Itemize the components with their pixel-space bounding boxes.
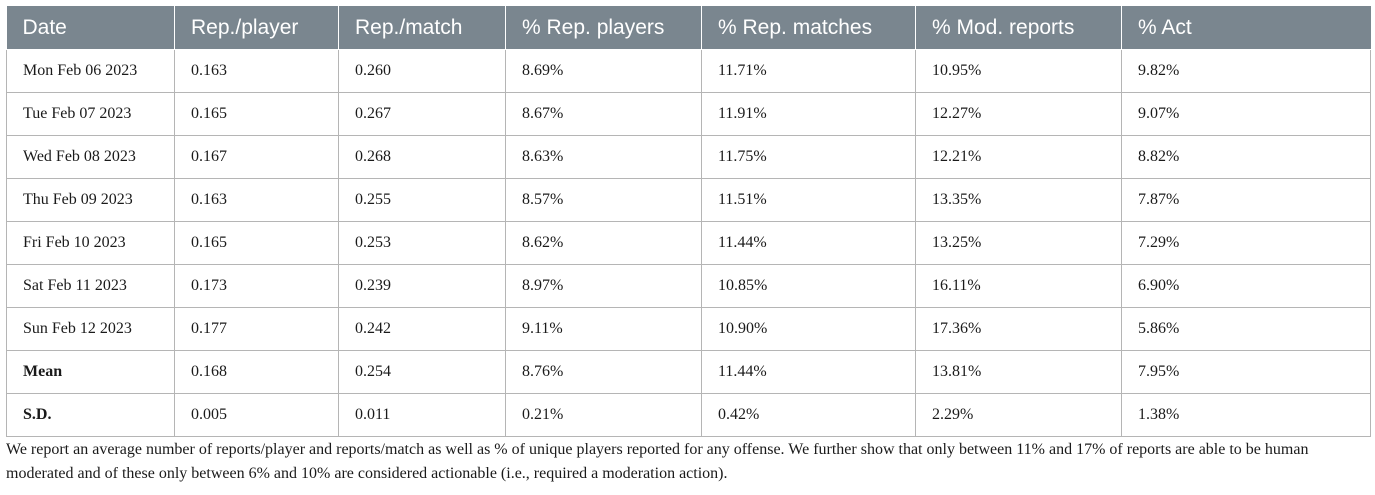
table-cell: 0.242	[338, 307, 506, 351]
row-label: Mean	[6, 350, 175, 394]
table-cell: 12.27%	[915, 92, 1122, 136]
table-cell: 8.57%	[505, 178, 702, 222]
table-cell: 11.75%	[701, 135, 916, 179]
table-cell: 0.254	[338, 350, 506, 394]
data-table: Date Rep./player Rep./match % Rep. playe…	[6, 6, 1371, 437]
row-label: Mon Feb 06 2023	[6, 49, 175, 93]
table-row: Mean 0.168 0.254 8.76% 11.44% 13.81% 7.95%	[6, 350, 1371, 394]
table-cell: 0.165	[174, 92, 339, 136]
table-cell: 7.87%	[1121, 178, 1371, 222]
table-cell: 8.67%	[505, 92, 702, 136]
table-cell: 9.82%	[1121, 49, 1371, 93]
table-cell: 11.71%	[701, 49, 916, 93]
table-cell: 0.253	[338, 221, 506, 265]
table-cell: 7.95%	[1121, 350, 1371, 394]
table-row: S.D. 0.005 0.011 0.21% 0.42% 2.29% 1.38%	[6, 393, 1371, 437]
table-header-row: Date Rep./player Rep./match % Rep. playe…	[6, 6, 1371, 50]
row-label: Thu Feb 09 2023	[6, 178, 175, 222]
table-cell: 11.91%	[701, 92, 916, 136]
table-cell: 16.11%	[915, 264, 1122, 308]
table-cell: 0.177	[174, 307, 339, 351]
table-cell: 0.011	[338, 393, 506, 437]
table-cell: 11.44%	[701, 221, 916, 265]
table-cell: 0.42%	[701, 393, 916, 437]
table-cell: 13.25%	[915, 221, 1122, 265]
table-cell: 8.97%	[505, 264, 702, 308]
table-cell: 11.51%	[701, 178, 916, 222]
row-label: S.D.	[6, 393, 175, 437]
table-cell: 0.173	[174, 264, 339, 308]
table-cell: 10.90%	[701, 307, 916, 351]
row-label: Tue Feb 07 2023	[6, 92, 175, 136]
table-row: Wed Feb 08 2023 0.167 0.268 8.63% 11.75% 12.2…	[6, 135, 1371, 179]
table-cell: 0.167	[174, 135, 339, 179]
table-cell: 1.38%	[1121, 393, 1371, 437]
table-cell: 17.36%	[915, 307, 1122, 351]
table-cell: 8.82%	[1121, 135, 1371, 179]
column-header-pct-rep-matches: % Rep. matches	[701, 6, 916, 50]
table-row: Fri Feb 10 2023 0.165 0.253 8.62% 11.44% 13.2…	[6, 221, 1371, 265]
table-cell: 12.21%	[915, 135, 1122, 179]
table-cell: 8.63%	[505, 135, 702, 179]
table-cell: 6.90%	[1121, 264, 1371, 308]
column-header-pct-mod-reports: % Mod. reports	[915, 6, 1122, 50]
table-cell: 9.11%	[505, 307, 702, 351]
table-cell: 0.267	[338, 92, 506, 136]
row-label: Fri Feb 10 2023	[6, 221, 175, 265]
table-cell: 0.255	[338, 178, 506, 222]
table-cell: 0.165	[174, 221, 339, 265]
table-cell: 8.76%	[505, 350, 702, 394]
table-cell: 0.168	[174, 350, 339, 394]
table-cell: 0.268	[338, 135, 506, 179]
table-cell: 8.62%	[505, 221, 702, 265]
table-row: Sat Feb 11 2023 0.173 0.239 8.97% 10.85% 16.1…	[6, 264, 1371, 308]
column-header-rep-per-match: Rep./match	[338, 6, 506, 50]
table-container: Date Rep./player Rep./match % Rep. playe…	[6, 6, 1371, 437]
table-cell: 0.260	[338, 49, 506, 93]
table-cell: 8.69%	[505, 49, 702, 93]
table-row: Mon Feb 06 2023 0.163 0.260 8.69% 11.71% 10.9…	[6, 49, 1371, 93]
table-cell: 13.81%	[915, 350, 1122, 394]
column-header-date: Date	[6, 6, 175, 50]
column-header-pct-act: % Act	[1121, 6, 1371, 50]
table-cell: 0.163	[174, 49, 339, 93]
table-cell: 7.29%	[1121, 221, 1371, 265]
table-row: Sun Feb 12 2023 0.177 0.242 9.11% 10.90% 17.3…	[6, 307, 1371, 351]
table-cell: 0.163	[174, 178, 339, 222]
table-row: Tue Feb 07 2023 0.165 0.267 8.67% 11.91% 12.2…	[6, 92, 1371, 136]
row-label: Wed Feb 08 2023	[6, 135, 175, 179]
row-label: Sat Feb 11 2023	[6, 264, 175, 308]
column-header-pct-rep-players: % Rep. players	[505, 6, 702, 50]
table-cell: 0.239	[338, 264, 506, 308]
table-cell: 10.85%	[701, 264, 916, 308]
table-row: Thu Feb 09 2023 0.163 0.255 8.57% 11.51% 13.3…	[6, 178, 1371, 222]
table-caption: We report an average number of reports/p…	[6, 441, 1309, 482]
table-cell: 2.29%	[915, 393, 1122, 437]
table-cell: 10.95%	[915, 49, 1122, 93]
table-cell: 0.21%	[505, 393, 702, 437]
table-cell: 9.07%	[1121, 92, 1371, 136]
row-label: Sun Feb 12 2023	[6, 307, 175, 351]
table-cell: 13.35%	[915, 178, 1122, 222]
table-cell: 0.005	[174, 393, 339, 437]
table-cell: 5.86%	[1121, 307, 1371, 351]
table-cell: 11.44%	[701, 350, 916, 394]
column-header-rep-per-player: Rep./player	[174, 6, 339, 50]
